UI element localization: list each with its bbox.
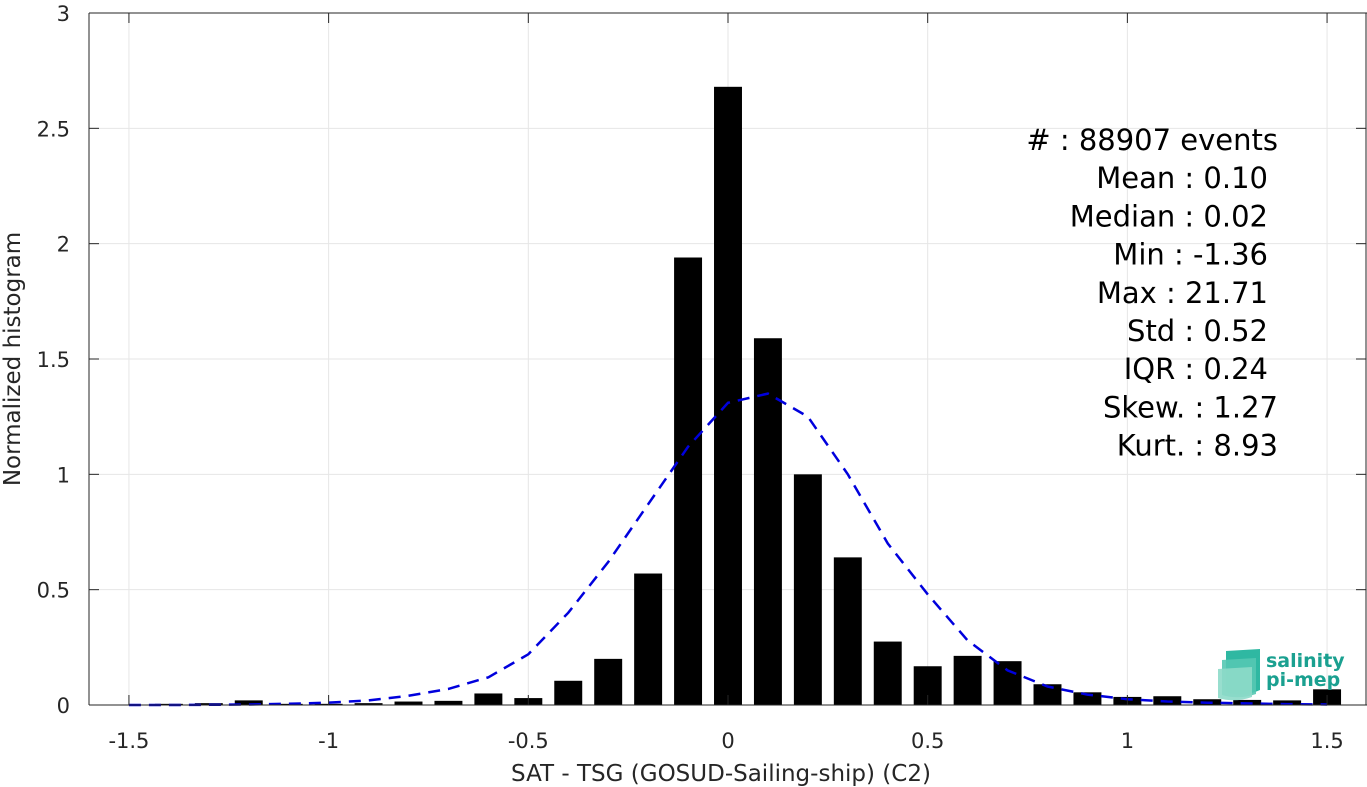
y-tick-label: 1	[57, 463, 70, 487]
stats-line: Mean : 0.10	[1096, 161, 1268, 195]
histogram-bar	[554, 680, 583, 705]
stats-line: # : 88907 events	[1026, 123, 1278, 157]
stats-line: Kurt. : 8.93	[1117, 429, 1278, 463]
histogram-bar	[634, 573, 663, 705]
stats-line: Min : -1.36	[1113, 238, 1268, 272]
y-axis-title: Normalized histogram	[0, 232, 26, 486]
stats-box: # : 88907 events Mean : 0.10 Median : 0.02…	[1026, 123, 1278, 463]
x-tick-label: 0	[721, 729, 734, 753]
histogram-bar	[833, 557, 862, 705]
logo-text-line2: pi-mep	[1266, 669, 1340, 691]
stats-line: Max : 21.71	[1097, 276, 1268, 310]
stats-line: Skew. : 1.27	[1103, 390, 1278, 424]
histogram-bar	[793, 474, 822, 705]
histogram-bar	[274, 703, 303, 705]
histogram-bar	[154, 703, 183, 705]
histogram-bar	[714, 86, 742, 705]
x-tick-label: -1	[318, 729, 339, 753]
histogram-bar	[953, 655, 982, 705]
stats-line: Std : 0.52	[1127, 314, 1268, 348]
x-axis-title: SAT - TSG (GOSUD-Sailing-ship) (C2)	[511, 761, 931, 787]
histogram-bar	[1033, 684, 1062, 705]
histogram-bar	[474, 693, 503, 705]
x-tick-label: 1	[1121, 729, 1134, 753]
x-tick-label: 1.5	[1310, 729, 1343, 753]
y-tick-label: 1.5	[37, 348, 70, 372]
stats-line: Median : 0.02	[1070, 199, 1268, 233]
histogram-bar	[434, 700, 463, 705]
y-tick-label: 0.5	[37, 579, 70, 603]
histogram-bar	[993, 661, 1022, 705]
histogram-bar	[234, 700, 263, 705]
histogram-bar	[873, 641, 902, 705]
y-tick-label: 2	[57, 233, 70, 257]
histogram-bar	[394, 701, 423, 705]
histogram-bar	[1273, 700, 1302, 705]
y-tick-labels: 0 0.5 1 1.5 2 2.5 3	[37, 2, 70, 718]
y-tick-label: 0	[57, 694, 70, 718]
logo-text-line1: salinity	[1266, 650, 1345, 672]
axes-frame	[88, 12, 1367, 706]
histogram-bar	[1073, 692, 1102, 705]
x-tick-label: -0.5	[508, 729, 549, 753]
histogram-bar	[194, 703, 223, 705]
x-tick-labels: -1.5 -1 -0.5 0 0.5 1 1.5	[108, 729, 1343, 753]
x-tick-label: -1.5	[108, 729, 149, 753]
y-tick-label: 2.5	[37, 117, 70, 141]
y-tick-label: 3	[57, 2, 70, 26]
histogram-bar	[354, 703, 383, 705]
stats-line: IQR : 0.24	[1124, 352, 1268, 386]
histogram-bar	[674, 257, 703, 705]
salinity-pi-mep-logo: salinity pi-mep	[1218, 649, 1345, 701]
x-tick-label: 0.5	[911, 729, 944, 753]
histogram-bars	[154, 86, 1342, 705]
histogram-bar	[594, 658, 623, 705]
salinity-waves-icon	[1218, 649, 1260, 701]
